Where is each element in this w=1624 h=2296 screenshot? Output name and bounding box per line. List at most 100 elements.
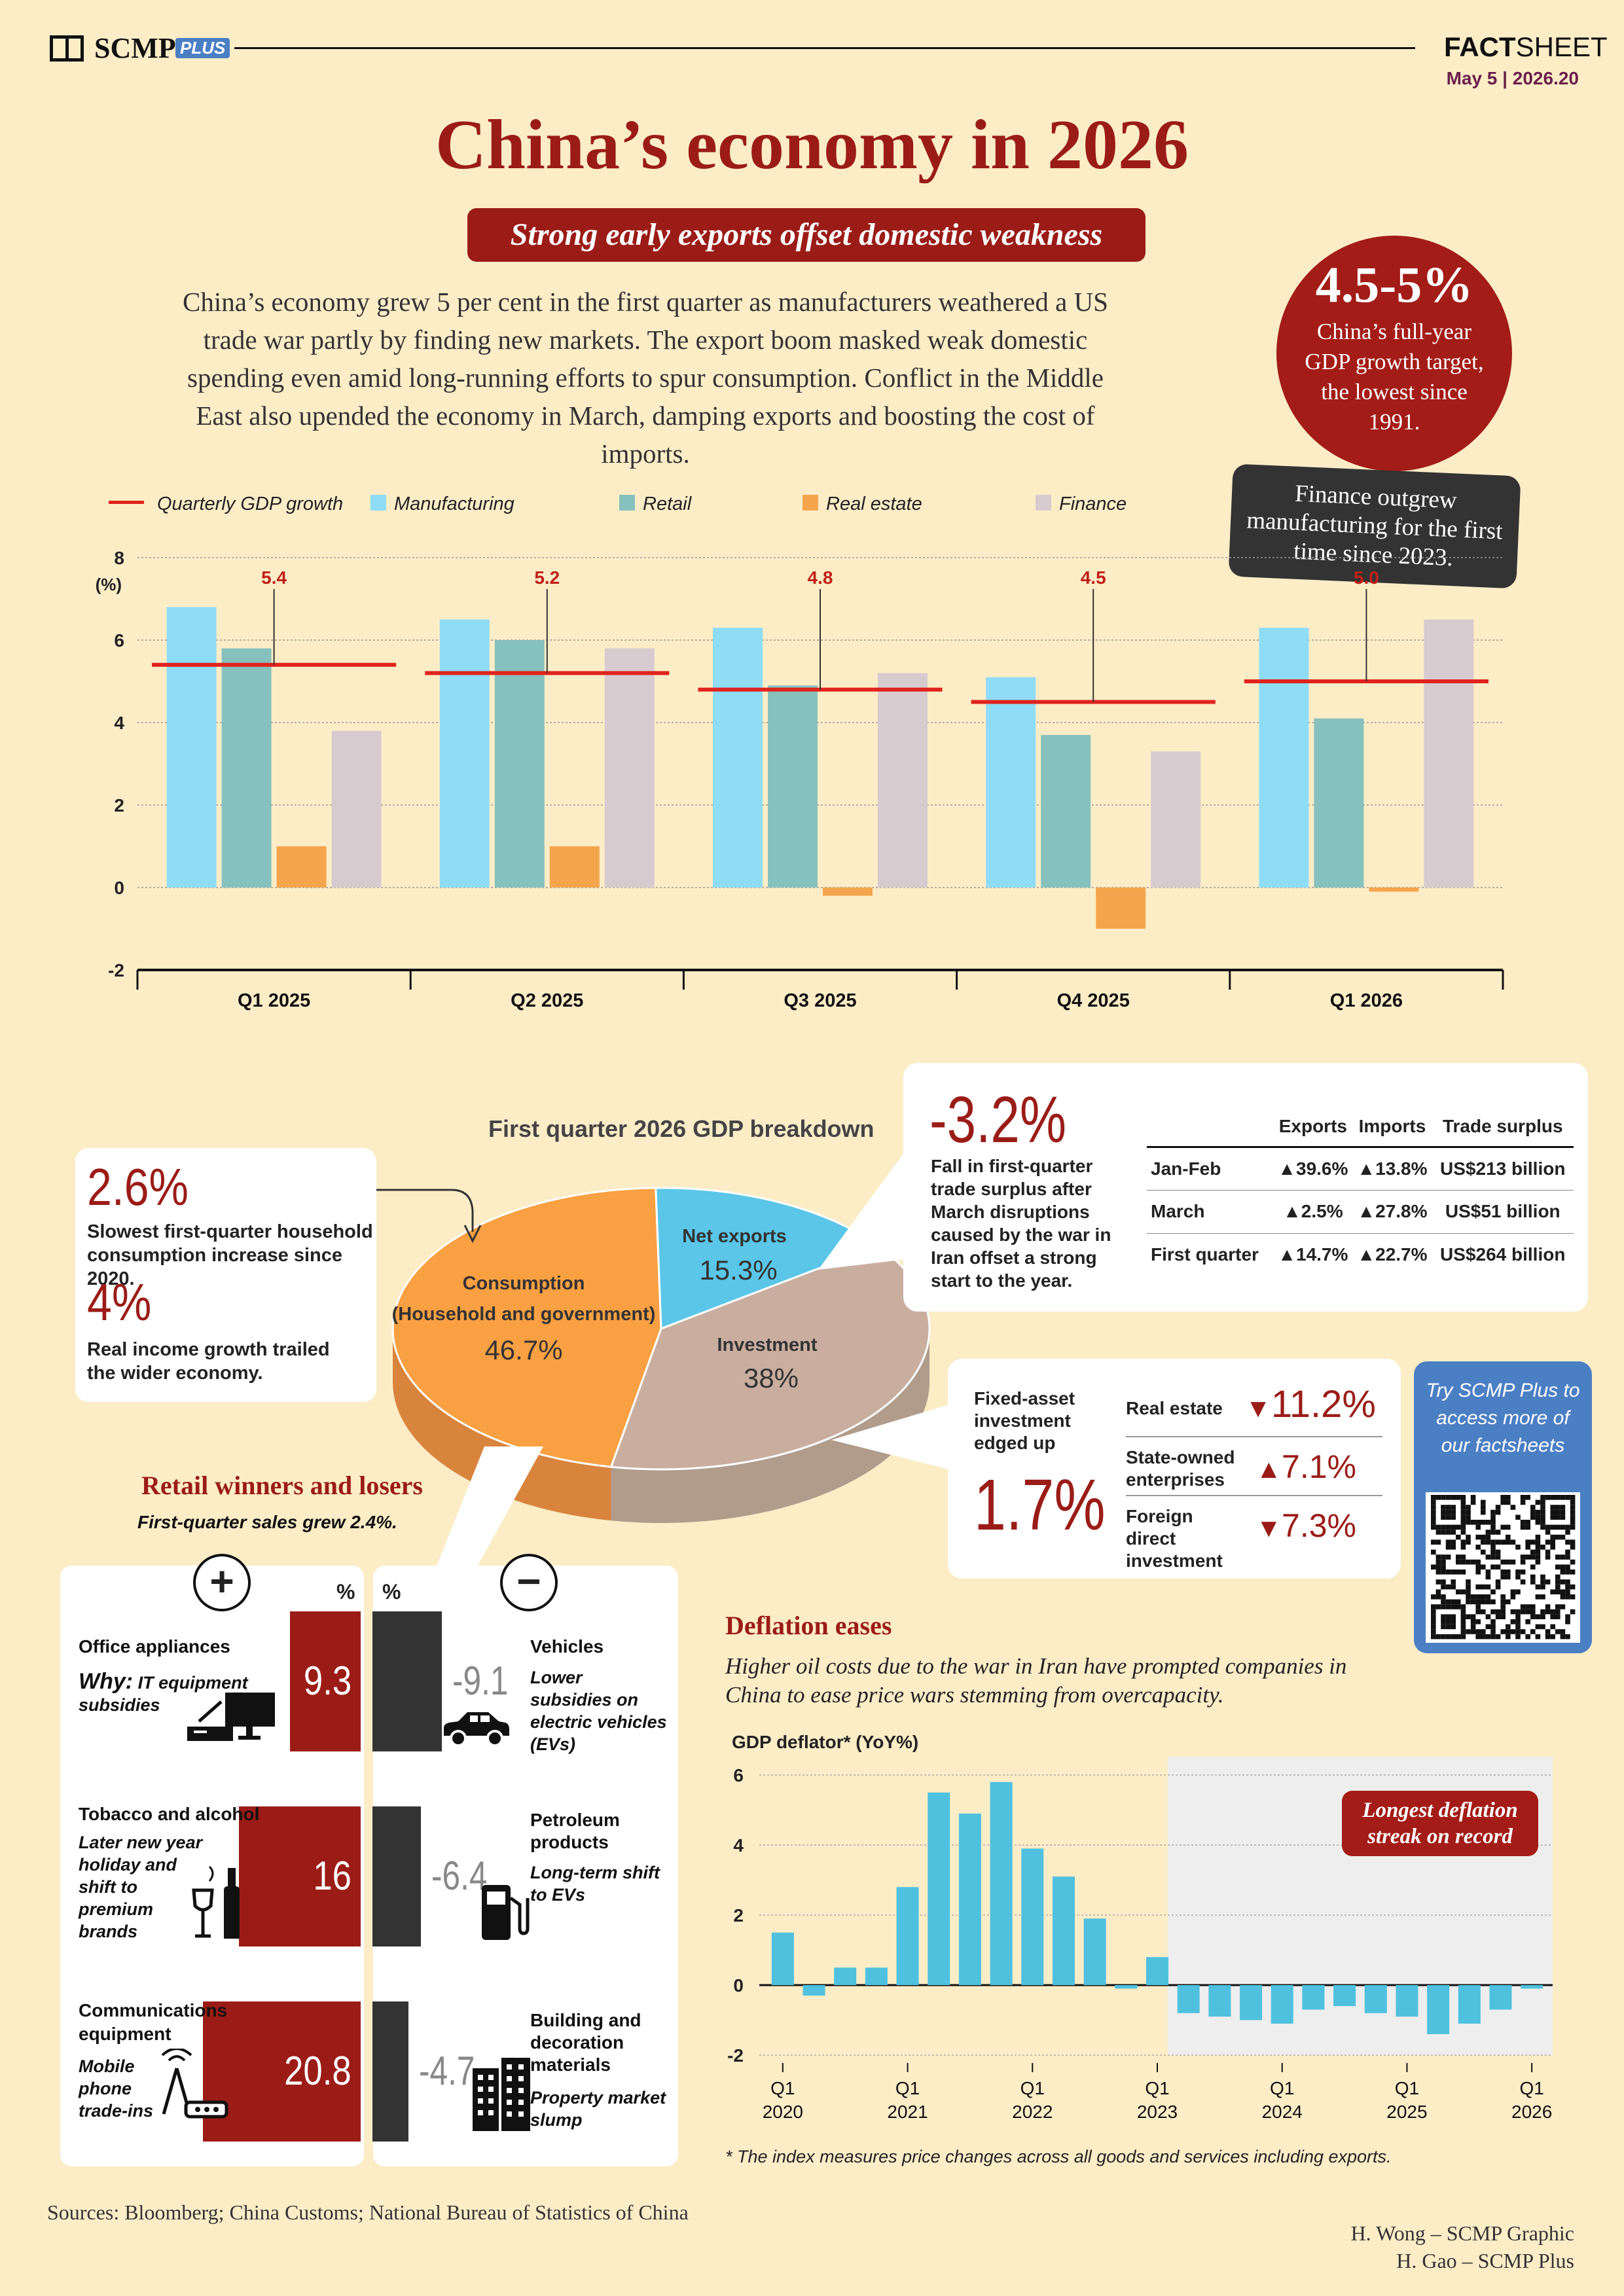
x-tick-label: Q1 — [1395, 2078, 1419, 2098]
factsheet-light: SHEET — [1515, 31, 1608, 62]
promo-text: Try SCMP Plus to access more of our fact… — [1426, 1380, 1580, 1456]
issue-date: May 5 | 2026.20 — [1446, 68, 1579, 88]
deflator-bar — [1333, 1985, 1356, 2007]
loser-bar-label: -9.1 — [452, 1659, 509, 1704]
deflator-bar — [1115, 1985, 1138, 1989]
deflator-bar — [896, 1887, 919, 1985]
winner-why: Later new year holiday and shift to prem… — [79, 1833, 203, 1941]
bar-retail — [494, 640, 545, 888]
winner-bar: 9.3 — [290, 1611, 361, 1751]
deflator-bar — [1177, 1985, 1200, 2013]
credit-plus: H. Gao – SCMP Plus — [1396, 2249, 1574, 2272]
investment-row-value: ▼11.2% — [1245, 1383, 1376, 1426]
trade-imports: ▲13.8% — [1357, 1158, 1428, 1179]
y-tick-label: -2 — [108, 960, 124, 980]
investment-row-name: Foreign direct investment — [1126, 1506, 1223, 1571]
winner-bar-label: 9.3 — [303, 1659, 352, 1704]
y-axis-unit: (%) — [96, 575, 122, 594]
x-tick-label: Q1 2025 — [238, 990, 310, 1011]
winner-name: Tobacco and alcohol — [79, 1804, 260, 1824]
bar-manufacturing — [166, 607, 217, 888]
sector-growth-chart: Quarterly GDP growth Manufacturing Retail R… — [96, 493, 1504, 1011]
income-value: 4% — [87, 1273, 152, 1331]
chart-x-axis: Q1 2025 Q2 2025 Q3 2025 Q4 2025 Q1 2026 — [136, 969, 1504, 1011]
x-tick-label: 2021 — [887, 2102, 928, 2122]
gdp-value-label: 5.2 — [534, 567, 560, 588]
trade-imports: ▲27.8% — [1357, 1201, 1428, 1221]
investment-row: State-owned enterprises ▲7.1% — [1126, 1437, 1382, 1496]
y-tick-label: -2 — [727, 2045, 744, 2066]
x-tick-label: Q1 — [1020, 2078, 1045, 2098]
bar-manufacturing — [713, 628, 763, 888]
header-rule — [234, 47, 1415, 49]
col-imports: Imports — [1358, 1116, 1426, 1137]
deflator-bar — [1364, 1985, 1387, 2013]
unit-label-right: % — [382, 1580, 401, 1604]
winner-bar-label: 20.8 — [284, 2049, 352, 2094]
wine-cigarette-icon — [192, 1865, 240, 1939]
x-tick-label: Q1 2026 — [1330, 990, 1403, 1011]
legend-label: Real estate — [826, 493, 922, 514]
bar-real-estate — [823, 888, 873, 896]
bar-retail — [1041, 734, 1091, 888]
chart-grid: 8 6 4 2 0 -2 (%) — [96, 548, 1503, 980]
household-value: 2.6% — [87, 1158, 189, 1216]
winner-bar: 16 — [239, 1806, 361, 1946]
deflator-bar — [1427, 1985, 1450, 2034]
deflator-bar — [928, 1792, 950, 1985]
pie-side — [393, 1329, 611, 1521]
deflator-bar — [771, 1932, 794, 1985]
bar-finance — [1151, 751, 1201, 888]
loser-why: Property market slump — [530, 2088, 666, 2130]
deflator-bar — [958, 1813, 981, 1985]
pie-value-net-exports: 15.3% — [699, 1255, 777, 1285]
col-exports: Exports — [1278, 1116, 1347, 1137]
target-value: 4.5-5% — [1315, 256, 1473, 313]
y-tick-label: 8 — [114, 548, 124, 568]
target-text: China’s full-year GDP growth target, the… — [1305, 319, 1484, 435]
promo-card[interactable]: Try SCMP Plus to access more of our fact… — [1414, 1361, 1592, 1653]
legend-label: Manufacturing — [394, 493, 514, 514]
pie-label-consumption: Consumption — [463, 1273, 585, 1294]
deflation-footnote: * The index measures price changes acros… — [725, 2147, 1392, 2166]
unit-label-left: % — [336, 1580, 355, 1604]
legend-label: Quarterly GDP growth — [157, 493, 343, 514]
trade-surplus: US$51 billion — [1445, 1201, 1561, 1221]
legend-swatch — [370, 495, 386, 511]
pie-title: First quarter 2026 GDP breakdown — [488, 1115, 875, 1142]
deflator-bar — [1083, 1918, 1106, 1985]
trade-surplus: US$213 billion — [1440, 1158, 1566, 1179]
trade-exports: ▲2.5% — [1283, 1201, 1343, 1221]
deflator-axis-title: GDP deflator* (YoY%) — [732, 1732, 919, 1752]
y-tick-label: 4 — [733, 1835, 744, 1856]
pie-slice-consumption — [391, 1187, 662, 1468]
y-tick-label: 2 — [733, 1905, 744, 1926]
x-tick-label: Q1 — [1270, 2078, 1294, 2098]
loser-bar-label: -6.4 — [431, 1854, 488, 1899]
deflator-bar — [1396, 1985, 1418, 2017]
legend-label: Retail — [643, 493, 693, 514]
x-tick-label: Q1 — [770, 2078, 795, 2098]
building-icon — [473, 2058, 530, 2131]
qr-code-icon[interactable] — [1426, 1492, 1580, 1643]
trade-row: Jan-Feb ▲39.6% ▲13.8% US$213 billion — [1147, 1147, 1574, 1190]
investment-row: Real estate ▼11.2% — [1126, 1372, 1382, 1437]
trade-row: March ▲2.5% ▲27.8% US$51 billion — [1147, 1190, 1574, 1233]
x-tick-label: Q1 — [1145, 2078, 1169, 2098]
trade-row: First quarter ▲14.7% ▲22.7% US$264 billi… — [1147, 1233, 1574, 1276]
gdp-value-label: 5.4 — [261, 567, 287, 588]
trade-period: First quarter — [1151, 1244, 1259, 1265]
page-title: China’s economy in 2026 — [435, 106, 1189, 184]
gdp-value-label: 4.5 — [1081, 567, 1106, 588]
deflator-bar — [1052, 1876, 1075, 1985]
book-icon — [50, 35, 84, 62]
winner-bar: 20.8 — [202, 2001, 361, 2142]
deflator-bars — [771, 1782, 1543, 2034]
investment-label: Fixed-asset investment edged up — [974, 1388, 1075, 1453]
sources: Sources: Bloomberg; China Customs; Natio… — [47, 2200, 689, 2224]
winner-why: Mobile phone trade-ins — [79, 2056, 154, 2121]
bar-finance — [878, 673, 928, 888]
y-tick-label: 2 — [114, 795, 124, 816]
household-arrow — [376, 1189, 482, 1244]
loser-name: Vehicles — [530, 1636, 604, 1657]
